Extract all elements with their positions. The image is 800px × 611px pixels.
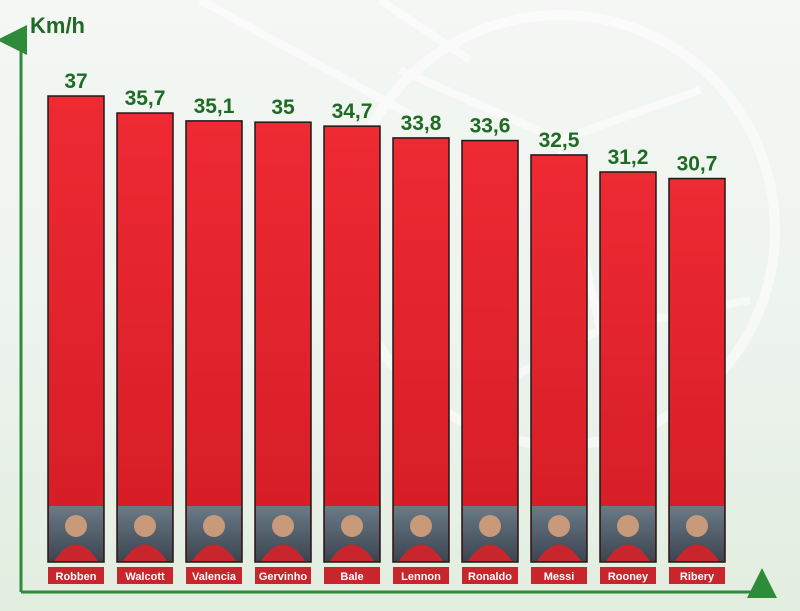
- bar-group: 33,8 Lennon: [392, 112, 450, 584]
- bar-group: 34,7 Bale: [323, 100, 381, 584]
- player-head-icon: [203, 515, 225, 537]
- bar-group: 33,6 Ronaldo: [461, 115, 519, 584]
- category-label: Valencia: [192, 571, 237, 583]
- bar-group: 35 Gervinho: [254, 96, 312, 584]
- bar: [530, 154, 588, 563]
- bar-group: 37 Robben: [47, 70, 105, 584]
- player-shirt-icon: [537, 544, 581, 561]
- bar: [185, 120, 243, 563]
- value-label: 35: [271, 96, 295, 119]
- bars-group: 37 Robben 35,7 Walcott 35,1 Valencia 35 Gervinh…: [47, 70, 726, 584]
- category-label-box: [324, 567, 380, 584]
- category-label-box: [462, 567, 518, 584]
- bar-group: 30,7 Ribery: [668, 153, 726, 584]
- value-label: 31,2: [608, 146, 649, 169]
- player-head-icon: [686, 515, 708, 537]
- player-shirt-icon: [54, 544, 98, 561]
- player-head-icon: [134, 515, 156, 537]
- player-shirt-icon: [606, 544, 650, 561]
- player-head-icon: [479, 515, 501, 537]
- value-label: 33,8: [401, 112, 442, 135]
- category-label: Ronaldo: [468, 571, 512, 583]
- category-label: Ribery: [680, 571, 715, 583]
- category-label: Messi: [544, 571, 575, 583]
- bar: [323, 125, 381, 563]
- bar: [668, 177, 726, 563]
- category-label: Robben: [56, 571, 97, 583]
- category-label: Lennon: [401, 571, 441, 583]
- value-label: 33,6: [470, 115, 511, 138]
- category-label-box: [255, 567, 311, 584]
- bar-group: 32,5 Messi: [530, 129, 588, 584]
- player-head-icon: [617, 515, 639, 537]
- bar: [116, 112, 174, 563]
- category-label: Gervinho: [259, 571, 308, 583]
- category-label-box: [117, 567, 173, 584]
- bar-group: 35,1 Valencia: [185, 95, 243, 584]
- value-label: 32,5: [539, 129, 580, 152]
- category-label: Walcott: [125, 571, 165, 583]
- category-label-box: [48, 567, 104, 584]
- player-head-icon: [548, 515, 570, 537]
- bar-group: 31,2 Rooney: [599, 146, 657, 584]
- category-label-box: [531, 567, 587, 584]
- player-shirt-icon: [468, 544, 512, 561]
- bar: [461, 139, 519, 563]
- category-label-box: [186, 567, 242, 584]
- value-label: 30,7: [677, 153, 718, 176]
- bar: [392, 137, 450, 563]
- player-shirt-icon: [675, 544, 719, 561]
- player-shirt-icon: [261, 544, 305, 561]
- category-label-box: [669, 567, 725, 584]
- bar: [47, 95, 105, 563]
- bar: [599, 171, 657, 563]
- value-label: 35,7: [125, 87, 166, 110]
- value-label: 37: [64, 70, 87, 93]
- category-label: Bale: [340, 571, 363, 583]
- player-head-icon: [272, 515, 294, 537]
- player-head-icon: [341, 515, 363, 537]
- player-shirt-icon: [330, 544, 374, 561]
- y-axis-label: Km/h: [30, 13, 85, 38]
- value-label: 34,7: [332, 100, 373, 123]
- bar-group: 35,7 Walcott: [116, 87, 174, 584]
- bar: [254, 121, 312, 563]
- category-label-box: [393, 567, 449, 584]
- player-shirt-icon: [399, 544, 443, 561]
- category-label: Rooney: [608, 571, 649, 583]
- player-head-icon: [410, 515, 432, 537]
- player-shirt-icon: [192, 544, 236, 561]
- player-shirt-icon: [123, 544, 167, 561]
- player-head-icon: [65, 515, 87, 537]
- category-label-box: [600, 567, 656, 584]
- value-label: 35,1: [194, 95, 235, 118]
